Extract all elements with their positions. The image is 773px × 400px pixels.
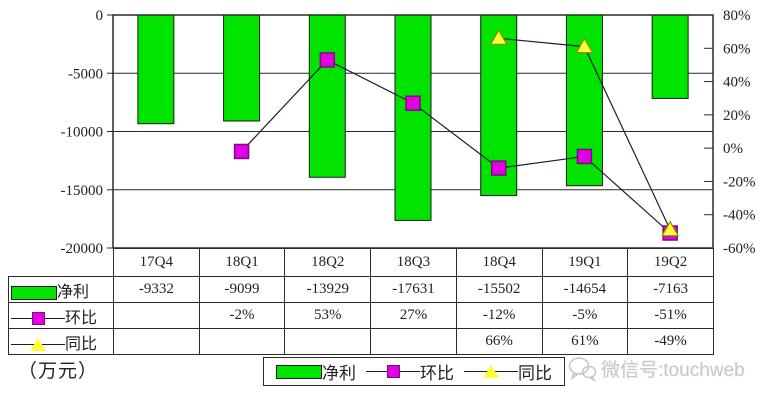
huanbi-marker [576, 148, 593, 165]
tongbi-marker [575, 37, 594, 54]
huanbi-line [241, 59, 671, 234]
net-profit-bar [223, 14, 261, 122]
right-axis-tick-label: 20% [723, 108, 751, 124]
legend-label: 同比 [518, 364, 552, 383]
series-label: 同比 [65, 335, 98, 353]
series-label-cell: 同比 [8, 328, 114, 355]
table-row: 净利 -9332 -9099 -13929 -17631 -15502 -14654 -716… [8, 276, 714, 303]
table-cell: -12% [455, 302, 543, 329]
legend-label: 净利 [322, 364, 356, 383]
table-cell: -2% [198, 302, 286, 329]
table-cell: -15502 [455, 276, 543, 303]
table-cell [284, 328, 372, 355]
table-cell: -13929 [284, 276, 372, 303]
table-corner [8, 248, 114, 277]
table-cell: -51% [627, 302, 714, 329]
quarter-header: 18Q3 [370, 248, 457, 277]
legend-bar-swatch [276, 364, 322, 379]
legend-triangle-key [464, 364, 518, 380]
table-bar-swatch [11, 285, 57, 300]
table-square-key [11, 311, 65, 327]
series-label-cell: 净利 [8, 276, 114, 303]
right-axis-tick-label: 0% [723, 141, 743, 157]
huanbi-marker [233, 143, 250, 160]
tongbi-marker [661, 220, 680, 237]
right-axis-tick-label: 40% [723, 75, 751, 91]
right-axis-tick-label: -20% [723, 174, 756, 190]
net-profit-bar [394, 14, 432, 221]
table-cell: -14654 [541, 276, 629, 303]
net-profit-bar [308, 14, 346, 178]
quarter-header: 19Q1 [541, 248, 629, 277]
huanbi-marker [490, 160, 507, 176]
huanbi-marker [405, 95, 421, 111]
table-cell: -9332 [113, 276, 200, 303]
table-row: 同比 66% 61% -49% [8, 328, 714, 355]
right-axis-tick-label: -40% [723, 208, 756, 224]
legend-item: 净利 [276, 359, 356, 384]
watermark-text: 微信号:touchweb [601, 360, 745, 381]
table-cell: -9099 [198, 276, 286, 303]
tongbi-marker [489, 29, 508, 45]
table-cell [370, 328, 457, 355]
wechat-icon [568, 356, 597, 382]
left-axis-tick-label: -10000 [61, 125, 104, 141]
right-axis-tick-label: 80% [723, 8, 751, 24]
table-cell [198, 328, 286, 355]
right-axis-tick-label: -60% [723, 241, 756, 257]
quarter-header: 18Q4 [455, 248, 543, 277]
huanbi-marker [319, 52, 336, 68]
legend-item: 环比 [366, 359, 454, 384]
table-cell: 61% [541, 328, 629, 355]
series-label-cell: 环比 [8, 302, 114, 329]
table-row: 环比 -2% 53% 27% -12% -5% -51% [8, 302, 714, 329]
net-profit-bar [137, 14, 175, 125]
table-cell: 27% [370, 302, 457, 329]
legend-label: 环比 [420, 364, 454, 383]
table-header-row: 17Q4 18Q1 18Q2 18Q3 18Q4 19Q1 19Q2 [8, 248, 714, 277]
table-cell [113, 328, 200, 355]
table-cell: 66% [455, 328, 543, 355]
right-axis-tick-label: 60% [723, 41, 751, 57]
quarter-header: 18Q1 [198, 248, 286, 277]
legend-item: 同比 [464, 359, 552, 384]
net-profit-bar [651, 14, 689, 99]
series-label: 环比 [65, 309, 98, 327]
table-cell: -17631 [370, 276, 457, 303]
table-cell: -7163 [627, 276, 714, 303]
table-cell: -5% [541, 302, 629, 329]
data-table: 17Q4 18Q1 18Q2 18Q3 18Q4 19Q1 19Q2 净利 -9332 -909… [8, 248, 714, 355]
table-cell [113, 302, 200, 329]
left-axis-tick-label: -5000 [68, 66, 103, 82]
left-axis-tick-label: -15000 [61, 183, 104, 199]
table-cell: -49% [627, 328, 714, 355]
table-triangle-key [11, 337, 65, 353]
quarter-header: 17Q4 [113, 248, 200, 277]
table-cell: 53% [284, 302, 372, 329]
quarter-header: 18Q2 [284, 248, 372, 277]
legend-square-key [366, 364, 420, 380]
left-axis-tick-label: 0 [96, 8, 104, 24]
quarter-header: 19Q2 [627, 248, 714, 277]
axis-unit-label: （万元） [18, 361, 99, 382]
watermark: 微信号:touchweb [567, 355, 745, 382]
chart-legend: 净利 环比 同比 [263, 357, 565, 386]
series-label: 净利 [57, 283, 90, 301]
